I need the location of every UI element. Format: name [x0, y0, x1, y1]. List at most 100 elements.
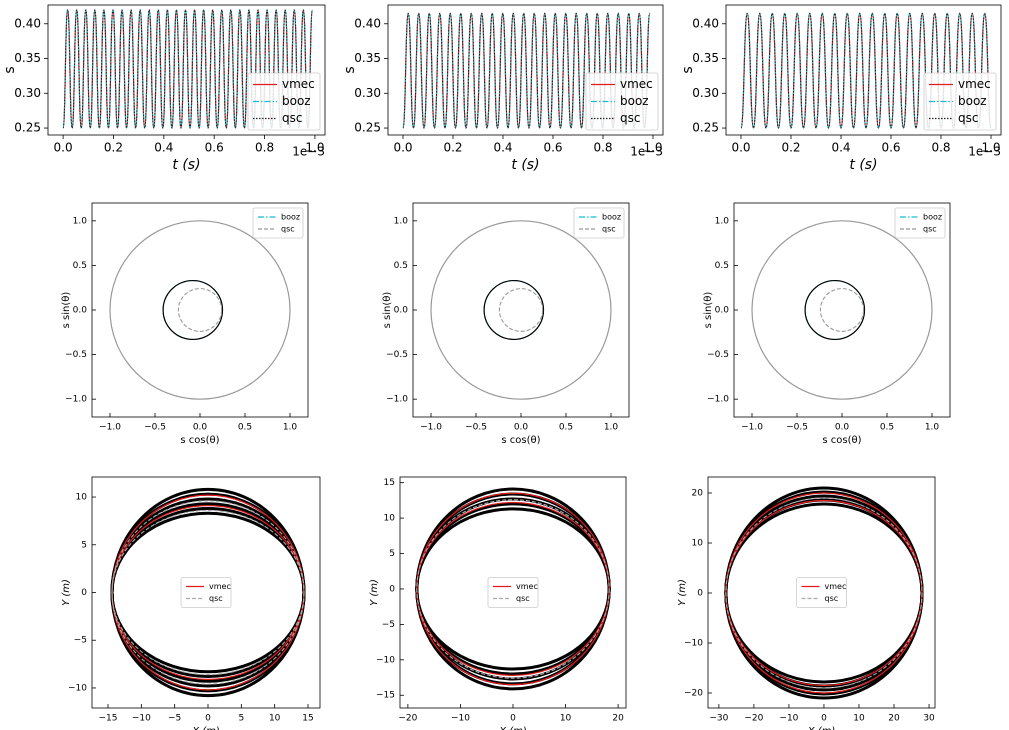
y-tick-label: 1.0: [394, 216, 409, 226]
legend-box: [180, 577, 232, 608]
x-tick-label: 0.5: [238, 423, 252, 433]
x-tick-label: 0.2: [104, 141, 123, 155]
plot-area: [109, 220, 291, 400]
y-axis-label: s sin(θ): [61, 292, 72, 329]
legend-label: qsc: [958, 111, 978, 125]
y-tick-label: 0: [389, 584, 395, 594]
legend-label: vmec: [282, 77, 315, 91]
offset-text: 1e−3: [968, 145, 1001, 159]
x-tick-label: −0.5: [465, 423, 487, 433]
y-axis-label: s: [680, 66, 696, 73]
x-axis-label: t (s): [849, 157, 877, 173]
x-tick-label: −1.0: [99, 423, 121, 433]
legend-label: vmec: [209, 582, 231, 591]
plot-area: [110, 487, 306, 698]
x-tick-label: −20: [744, 714, 763, 724]
y-tick-label: −10: [684, 639, 703, 649]
y-tick-label: −10: [68, 683, 87, 693]
subplot: −30 −20 −10 0 10 20 30 −20 −10 0 10 20 X (m) Y (m) vme…: [677, 476, 936, 730]
x-tick-label: 0.2: [443, 141, 462, 155]
offset-text: 1e−3: [292, 145, 325, 159]
x-tick-label: 0: [821, 714, 827, 724]
plot-area: [724, 486, 924, 700]
x-tick-label: −0.5: [144, 423, 166, 433]
x-tick-label: 0.0: [835, 423, 850, 433]
x-tick-label: −5: [168, 714, 181, 724]
axes-frame: [725, 4, 1002, 136]
y-tick-label: 0.0: [715, 306, 730, 316]
x-tick-label: 0.0: [514, 423, 529, 433]
x-tick-label: −30: [709, 714, 728, 724]
x-tick-label: 15: [302, 714, 313, 724]
legend-label: qsc: [825, 594, 839, 603]
legend-label: qsc: [923, 225, 937, 234]
y-tick-label: 0.0: [394, 306, 409, 316]
x-tick-label: 0.8: [931, 141, 950, 155]
subplot: 0.0 0.2 0.4 0.6 0.8 1.0 0.25 0.30 0.35 0.40 t (s) s…: [2, 4, 326, 173]
y-tick-label: −0.5: [707, 350, 729, 360]
x-tick-label: 1.0: [305, 141, 324, 155]
y-tick-label: 0.25: [692, 121, 719, 135]
subplot: −20 −10 0 10 20 −15 −10 −5 0 5 10 15 X (m) Y (m) vmec q…: [369, 476, 627, 730]
legend: vmec qsc: [796, 577, 847, 608]
series-line: [62, 9, 313, 129]
y-tick-label: 0.35: [14, 51, 41, 65]
y-tick-label: 0.30: [692, 86, 719, 100]
y-tick-label: 5: [389, 549, 395, 559]
legend-box: [247, 72, 321, 131]
x-axis-label: s cos(θ): [822, 435, 861, 446]
y-tick-label: −1.0: [707, 395, 729, 405]
y-tick-label: 0.35: [692, 51, 719, 65]
legend-label: vmec: [825, 582, 847, 591]
x-tick-label: 0.8: [593, 141, 612, 155]
x-tick-label: 0.6: [543, 141, 562, 155]
y-axis-label: Y (m): [677, 579, 688, 606]
y-tick-label: 0.5: [715, 261, 729, 271]
x-tick-label: 0.4: [154, 141, 173, 155]
legend-box: [487, 577, 539, 608]
x-axis-label: t (s): [172, 157, 200, 173]
y-tick-label: 0.40: [354, 16, 381, 30]
axes-frame: [399, 476, 627, 709]
legend-label: qsc: [281, 225, 295, 234]
legend-box: [573, 207, 625, 239]
orbit: [416, 499, 610, 679]
axes-frame: [91, 476, 321, 709]
legend-label: qsc: [602, 225, 616, 234]
x-tick-label: 1.0: [925, 423, 940, 433]
legend-label: booz: [958, 94, 987, 108]
legend-label: vmec: [516, 582, 538, 591]
y-tick-label: 10: [76, 493, 88, 503]
axes-frame: [387, 4, 664, 136]
trajectory: [109, 220, 291, 400]
x-axis-label: X (m): [498, 726, 527, 730]
legend-label: vmec: [958, 77, 991, 91]
x-tick-label: 0.4: [831, 141, 850, 155]
legend: booz qsc: [252, 207, 304, 239]
y-tick-label: −5: [382, 620, 395, 630]
x-tick-label: 10: [853, 714, 865, 724]
legend: vmec booz qsc: [923, 72, 997, 131]
subplot: −15 −10 −5 0 5 10 15 −10 −5 0 5 10 X (m) Y (m) vmec qsc: [61, 476, 321, 730]
x-axis-label: X (m): [191, 726, 220, 730]
x-tick-label: 0.0: [54, 141, 73, 155]
y-tick-label: 0.30: [14, 86, 41, 100]
x-tick-label: 0.6: [881, 141, 900, 155]
legend-label: booz: [620, 94, 649, 108]
axes-frame: [91, 202, 309, 418]
legend-box: [585, 72, 659, 131]
subplot: −1.0 −0.5 0.0 0.5 1.0 −1.0 −0.5 0.0 0.5 1.0 s cos(…: [61, 202, 309, 446]
subplot: 0.0 0.2 0.4 0.6 0.8 1.0 0.25 0.30 0.35 0.40 t (s) s…: [680, 4, 1002, 173]
y-tick-label: 0.25: [354, 121, 381, 135]
y-tick-label: 0.40: [692, 16, 719, 30]
legend-box: [923, 72, 997, 131]
y-axis-label: s: [342, 66, 358, 73]
x-tick-label: 0: [205, 714, 211, 724]
legend-label: vmec: [620, 77, 653, 91]
legend-label: booz: [282, 94, 311, 108]
plot-area: [740, 12, 992, 129]
plot-area: [415, 487, 611, 691]
trajectory: [751, 220, 933, 400]
x-tick-label: 20: [888, 714, 900, 724]
